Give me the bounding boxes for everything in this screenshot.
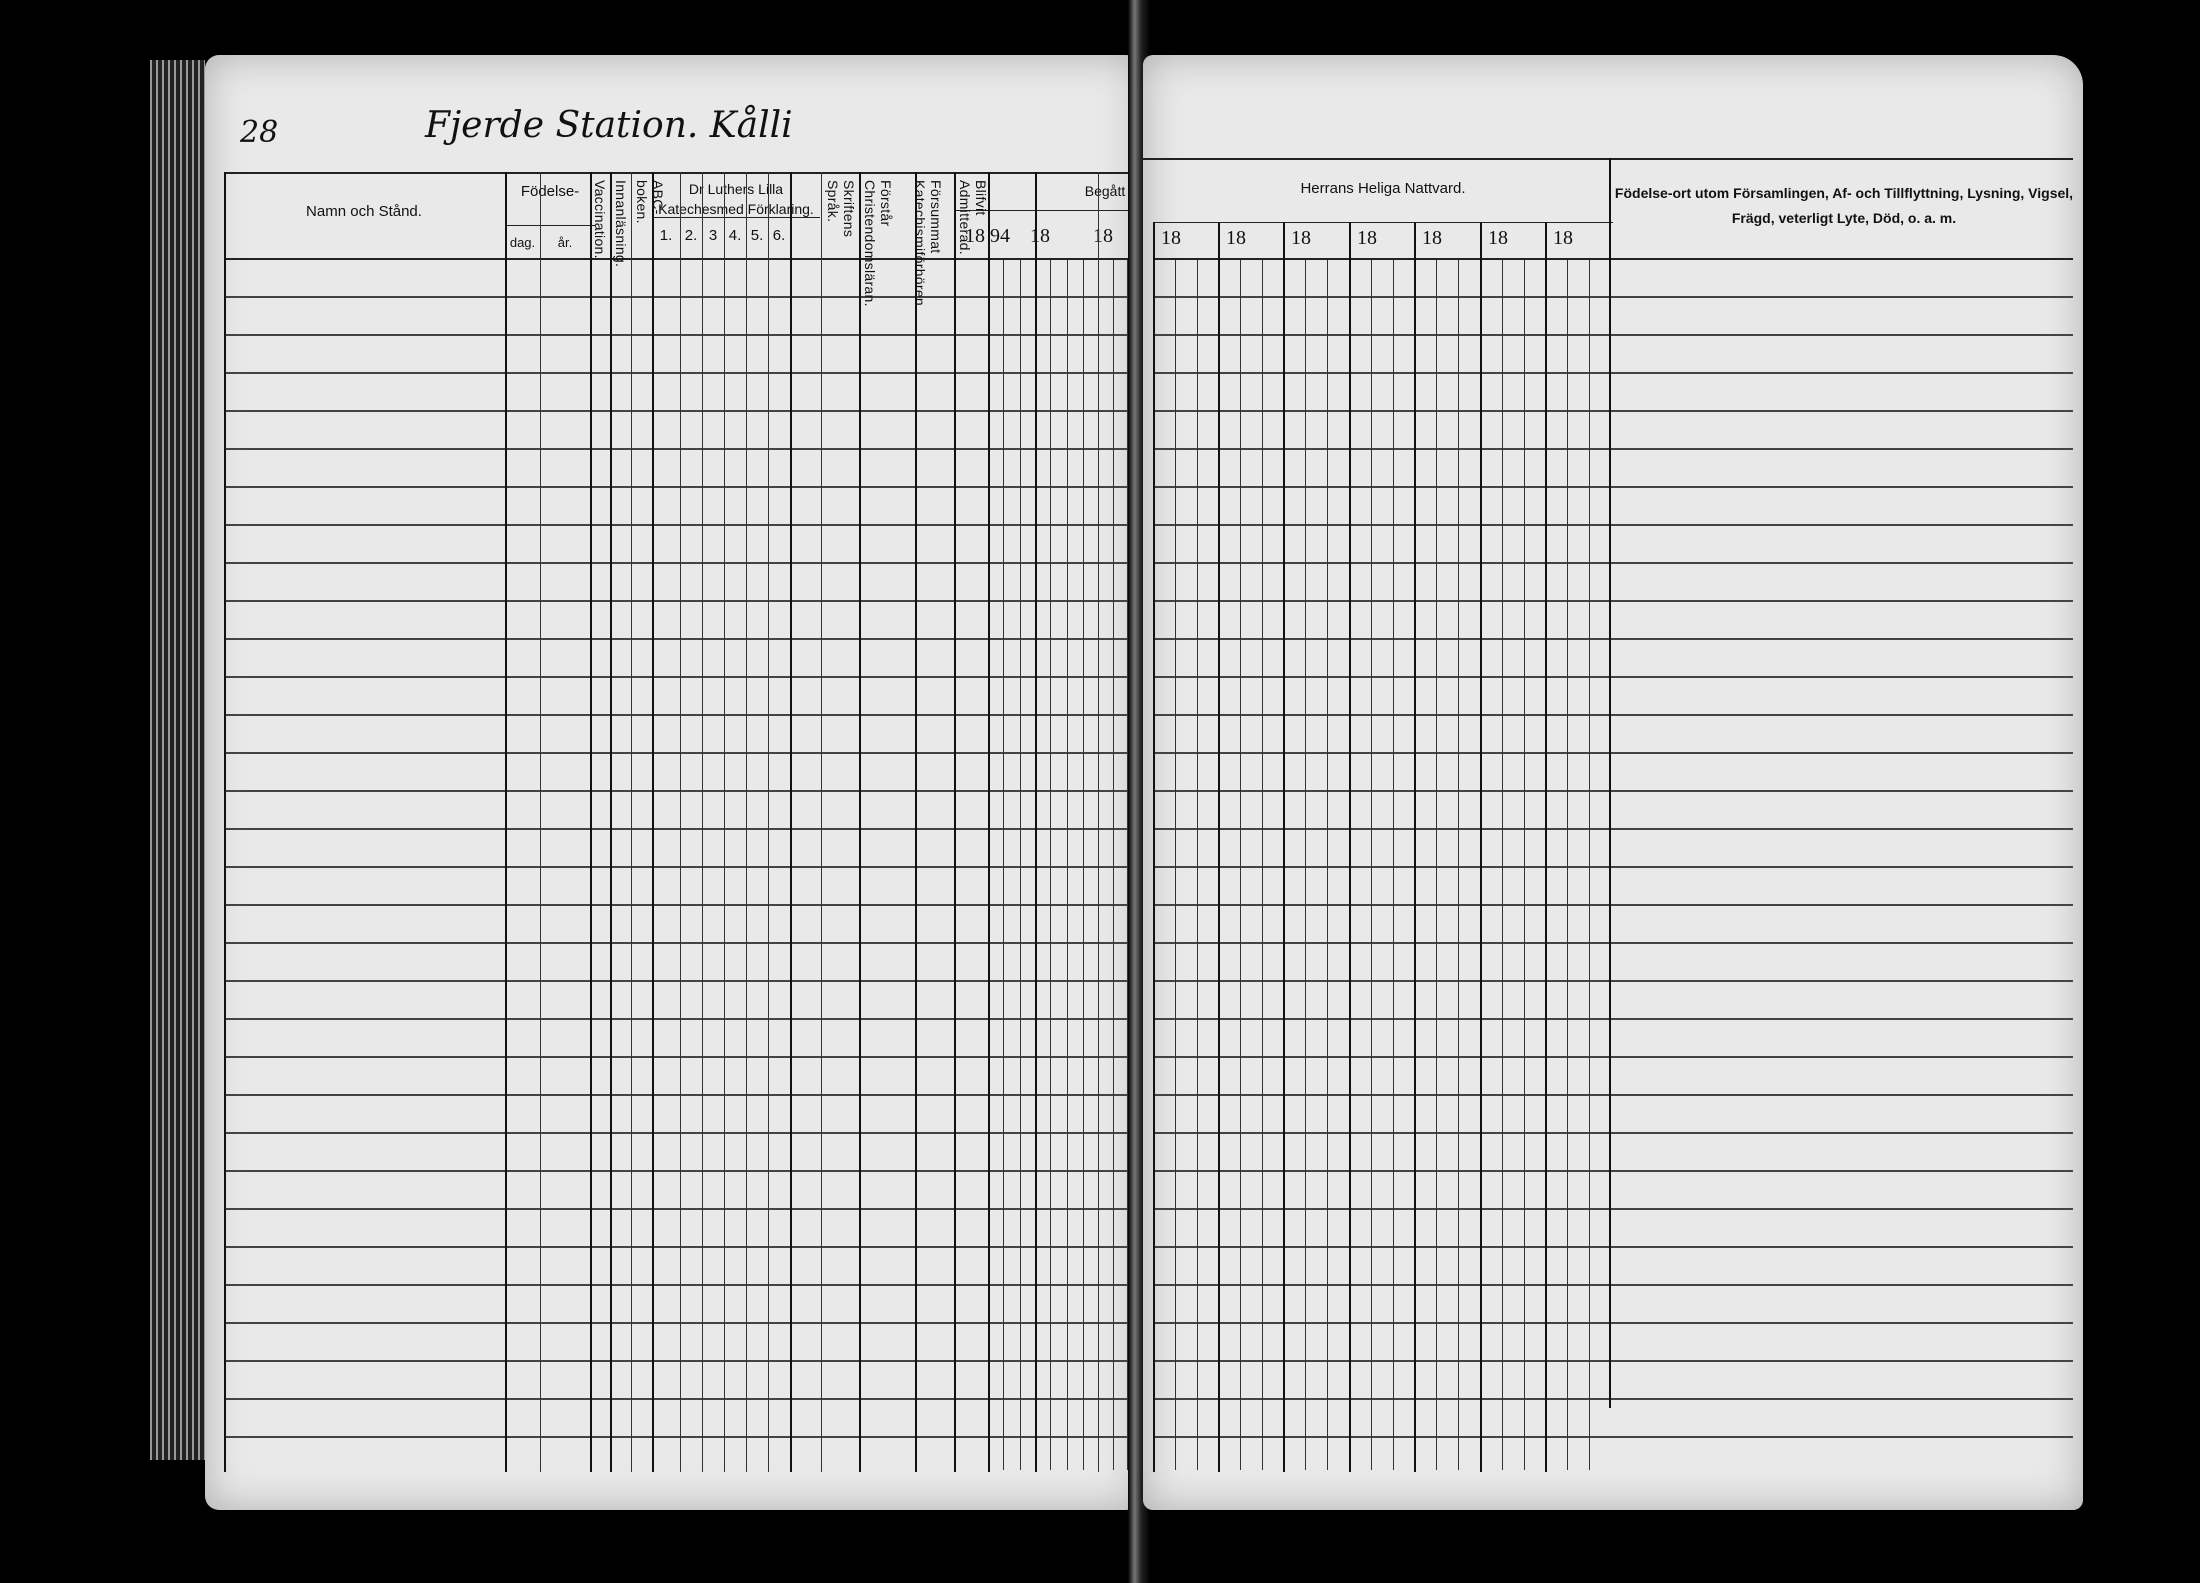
col-vaccination: Vaccination. [592, 180, 608, 259]
col-reading: Innanläsning. [613, 180, 629, 268]
begatt-year-3: 18 [1093, 225, 1113, 247]
column-rule [224, 172, 226, 1472]
column-rule [1589, 260, 1590, 1470]
column-rule [724, 172, 725, 1472]
column-rule [1067, 260, 1068, 1470]
header-top-rule [1143, 158, 2073, 160]
column-rule [1197, 260, 1198, 1470]
communion-year: 18 [1357, 227, 1377, 249]
column-rule [1393, 260, 1394, 1470]
column-rule [1240, 260, 1241, 1470]
column-rule [1262, 260, 1263, 1470]
column-rule [1458, 260, 1459, 1470]
birth-subrule [505, 225, 595, 226]
column-rule [1414, 222, 1416, 1472]
col-birth-year: år. [557, 235, 573, 250]
communion-subrule [1153, 222, 1613, 223]
header-bottom-rule [224, 258, 1140, 260]
communion-year: 18 [1291, 227, 1311, 249]
catechism-part-label: 2. [684, 227, 698, 244]
column-rule [1127, 260, 1128, 1470]
column-rule [1349, 222, 1351, 1472]
column-rule [1098, 172, 1099, 1472]
handwritten-heading: Fjerde Station. Kålli [425, 105, 793, 146]
column-rule [1567, 260, 1568, 1470]
column-rule [1153, 222, 1155, 1472]
column-rule [1283, 222, 1285, 1472]
column-rule [1502, 260, 1503, 1470]
page-number: 28 [240, 115, 279, 150]
begatt-year-1: 18 94 [965, 225, 1010, 247]
col-communion: Herrans Heliga Nattvard. [1300, 180, 1466, 197]
catechism-part-label: 5. [750, 227, 764, 244]
column-rule [631, 172, 632, 1472]
column-rule [821, 172, 822, 1472]
communion-year: 18 [1226, 227, 1246, 249]
column-rule [1218, 222, 1220, 1472]
col-remarks-line1: Födelse-ort utom Församlingen, Af- och T… [1614, 185, 2074, 201]
column-rule [1035, 172, 1037, 1472]
column-rule [1371, 260, 1372, 1470]
col-begatt: Begått [1084, 183, 1126, 199]
communion-year: 18 [1553, 227, 1573, 249]
communion-year: 18 [1161, 227, 1181, 249]
header-bottom-rule [1153, 258, 2073, 260]
column-rule [859, 172, 861, 1472]
table-rows [224, 260, 1140, 1470]
column-rule [505, 172, 507, 1472]
col-understands: Förstår Christendomsläran. [862, 180, 894, 307]
column-rule [652, 172, 654, 1472]
col-name: Namn och Stånd. [306, 203, 422, 220]
column-rule [1609, 158, 1611, 1408]
left-page: 28 Fjerde Station. Kålli Namn och Stånd.… [205, 55, 1140, 1510]
column-rule [988, 172, 990, 1472]
right-page: Herrans Heliga Nattvard. Födelse-ort uto… [1143, 55, 2083, 1510]
begatt-subrule [955, 210, 1140, 211]
col-admitted: Blifvit Admitterad. [957, 180, 989, 255]
col-catechism: Dr Luthers Lilla Katechesmed Förklaring. [658, 181, 814, 217]
begatt-year-2: 18 [1030, 225, 1050, 247]
column-rule [746, 172, 747, 1472]
col-birth: Födelse- [520, 183, 580, 200]
column-rule [1545, 222, 1547, 1472]
column-rule [1175, 260, 1176, 1470]
column-rule [702, 172, 703, 1472]
column-rule [768, 172, 769, 1472]
column-rule [610, 172, 612, 1472]
column-rule [1436, 260, 1437, 1470]
col-birth-day: dag. [509, 235, 536, 250]
catechism-part-label: 3 [708, 227, 718, 244]
column-rule [790, 172, 792, 1472]
column-rule [540, 172, 541, 1472]
column-rule [1113, 260, 1114, 1470]
column-rule [1305, 260, 1306, 1470]
catechism-part-label: 1. [659, 227, 673, 244]
catechism-part-label: 4. [728, 227, 742, 244]
column-rule [1524, 260, 1525, 1470]
column-rule [954, 172, 956, 1472]
column-rule [1020, 260, 1021, 1470]
col-abc-book: ABC-boken. [634, 180, 666, 224]
column-rule [915, 172, 917, 1472]
column-rule [1003, 260, 1004, 1470]
catechism-part-label: 6. [772, 227, 786, 244]
column-rule [1327, 260, 1328, 1470]
col-scripture: Skriftens Språk. [825, 180, 857, 238]
column-rule [680, 172, 681, 1472]
page-edges [150, 60, 205, 1460]
communion-year: 18 [1422, 227, 1442, 249]
column-rule [1480, 222, 1482, 1472]
column-rule [590, 172, 592, 1472]
column-rule [1083, 260, 1084, 1470]
header-top-rule [224, 172, 1140, 174]
communion-year: 18 [1488, 227, 1508, 249]
column-rule [1050, 260, 1051, 1470]
catechism-subrule [652, 217, 820, 218]
col-remarks-line2: Frägd, veterligt Lyte, Död, o. a. m. [1731, 210, 1957, 226]
table-rows [1153, 260, 2073, 1470]
